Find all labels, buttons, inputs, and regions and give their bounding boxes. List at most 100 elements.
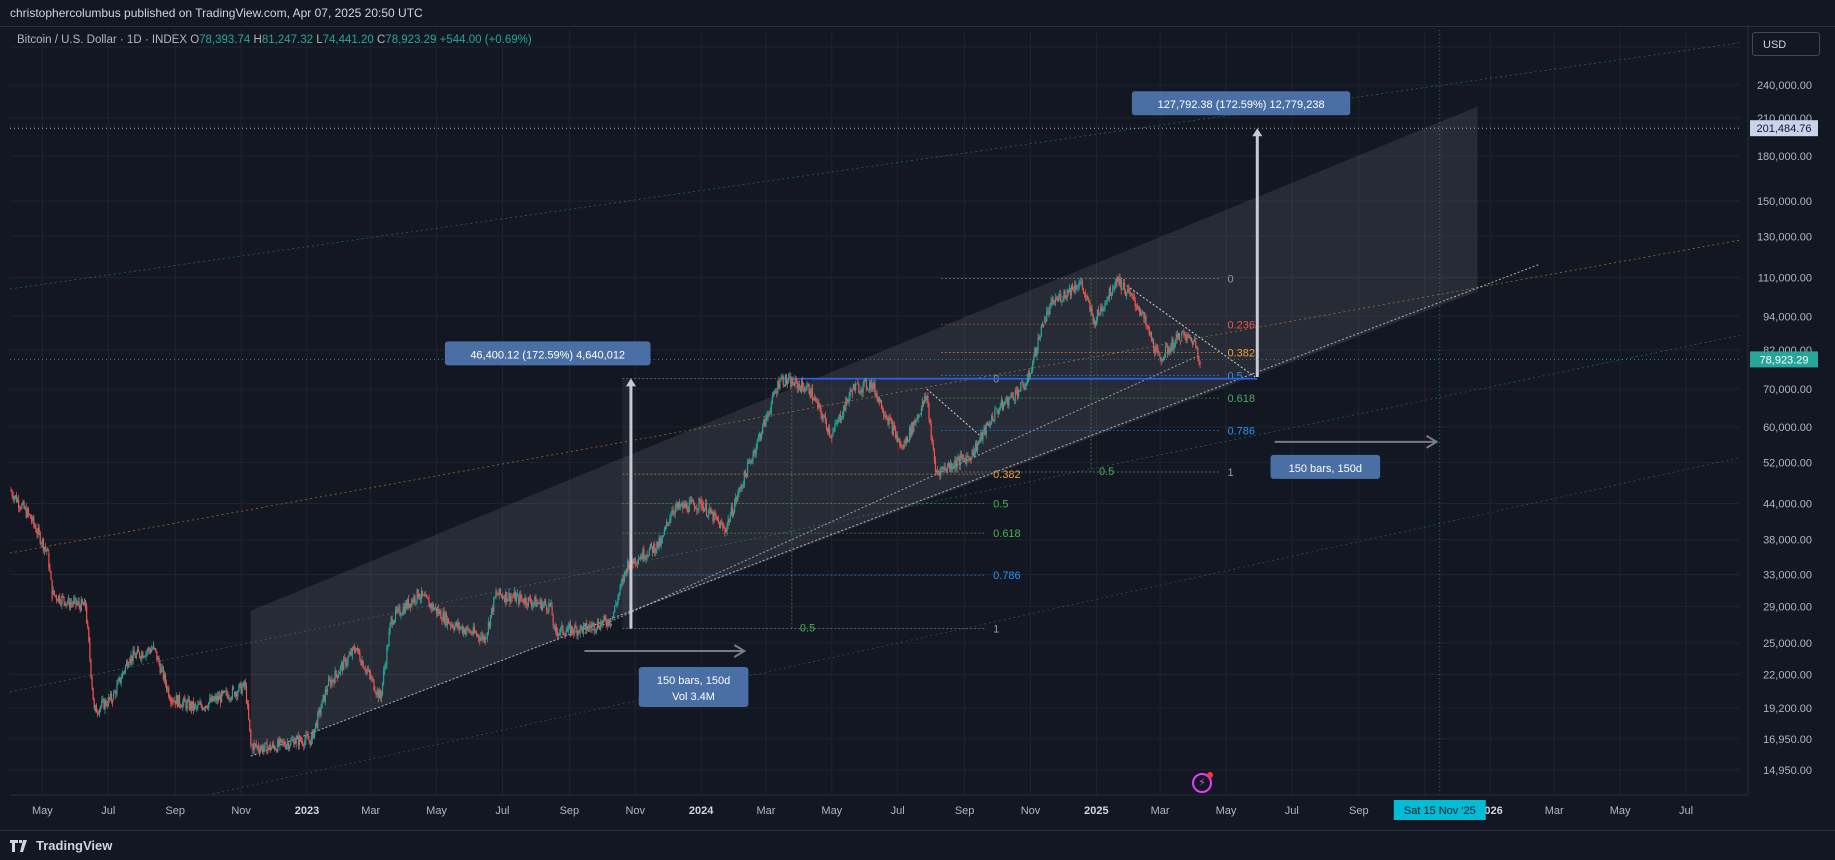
- candle-body: [319, 709, 321, 715]
- candle-body: [792, 379, 794, 385]
- footer-bar: TradingView: [0, 830, 1835, 860]
- candle-body: [701, 503, 703, 506]
- candle-body: [1060, 294, 1062, 302]
- candle-body: [722, 523, 724, 528]
- candle-body: [812, 399, 815, 401]
- price-chart[interactable]: 0 0.382 0.5 0.618 0.786 1 0 0.236 0.382 0.5 0.618 0…: [0, 27, 1835, 830]
- candle-body: [997, 410, 999, 414]
- price-axis-tick: 150,000.00: [1757, 196, 1812, 208]
- candle-body: [83, 600, 86, 606]
- candle-body: [172, 701, 174, 703]
- candle-body: [147, 648, 149, 652]
- fib-2024-level-label: 0.786: [993, 570, 1021, 582]
- candle-body: [1109, 287, 1112, 296]
- time-axis-tick: Jul: [1285, 805, 1299, 817]
- candle-body: [859, 392, 861, 394]
- currency-button[interactable]: USD: [1752, 32, 1820, 56]
- candle-body: [983, 427, 985, 432]
- candle-body: [529, 597, 532, 603]
- candle-body: [438, 609, 440, 615]
- candle-body: [951, 463, 953, 470]
- symbol-name: Bitcoin / U.S. Dollar · 1D · INDEX: [17, 34, 187, 46]
- candle-body: [717, 520, 720, 522]
- chart-background: [0, 27, 1835, 830]
- candle-body: [1083, 293, 1086, 295]
- candle-body: [1059, 294, 1061, 297]
- candle-body: [32, 516, 34, 522]
- candle-body: [1130, 293, 1132, 295]
- candle-body: [677, 502, 680, 508]
- candle-body: [1128, 288, 1130, 291]
- candle-body: [1039, 336, 1041, 340]
- candle-body: [1076, 287, 1078, 290]
- candle-body: [254, 743, 256, 745]
- tradingview-brand[interactable]: TradingView: [10, 831, 112, 860]
- candle-body: [411, 599, 413, 607]
- candle-body: [620, 582, 622, 586]
- candle-body: [289, 745, 291, 749]
- candle-body: [810, 388, 812, 398]
- candle-body: [293, 739, 295, 747]
- candle-body: [824, 415, 826, 421]
- candle-body: [925, 396, 927, 400]
- channel-lower-mid-line: [9, 334, 1741, 693]
- candle-body: [663, 529, 666, 535]
- candle-body: [73, 599, 75, 605]
- candle-body: [928, 403, 930, 419]
- candle-body: [105, 700, 107, 706]
- candle-body: [199, 702, 201, 705]
- candle-body: [759, 434, 762, 439]
- candle-body: [617, 597, 619, 604]
- candle-body: [141, 652, 143, 659]
- candle-body: [383, 671, 385, 683]
- candle-body: [471, 633, 473, 635]
- candle-body: [201, 706, 203, 710]
- candle-body: [934, 460, 937, 473]
- candle-body: [16, 499, 19, 503]
- candle-body: [127, 661, 129, 668]
- candle-body: [483, 636, 485, 641]
- candle-body: [59, 595, 61, 603]
- candle-body: [795, 378, 797, 381]
- candle-body: [249, 719, 251, 731]
- candle-body: [149, 650, 151, 653]
- candle-body: [1088, 299, 1090, 303]
- candle-body: [1157, 347, 1159, 352]
- time-axis-tick: Jul: [1679, 805, 1693, 817]
- lightning-icon[interactable]: ⚡: [1192, 772, 1213, 793]
- candle-body: [239, 682, 241, 685]
- candle-body: [221, 691, 223, 703]
- candle-body: [982, 431, 984, 440]
- candle-body: [911, 422, 913, 436]
- candle-body: [345, 658, 347, 666]
- candle-body: [13, 496, 15, 500]
- candle-body: [24, 507, 26, 509]
- candle-body: [885, 414, 887, 418]
- candle-body: [771, 394, 774, 404]
- candle-body: [804, 390, 806, 392]
- candle-body: [703, 508, 705, 512]
- candle-body: [385, 664, 387, 667]
- candle-body: [420, 590, 423, 599]
- candle-body: [29, 514, 32, 519]
- candle-body: [1005, 402, 1007, 403]
- candle-body: [350, 651, 352, 656]
- candle-body: [952, 467, 954, 470]
- time-2-label-text: 150 bars, 150d: [1289, 463, 1362, 475]
- candle-body: [379, 690, 382, 699]
- candle-body: [437, 609, 439, 614]
- candle-body: [278, 739, 280, 746]
- candle-body: [358, 648, 360, 654]
- candle-body: [164, 674, 167, 684]
- candle-body: [642, 549, 644, 559]
- candle-body: [1105, 301, 1107, 304]
- candle-body: [487, 622, 489, 633]
- time-axis-tick: Mar: [1151, 805, 1170, 817]
- candle-body: [1142, 311, 1144, 314]
- target-price-marker: [1750, 120, 1818, 137]
- candle-body: [932, 444, 934, 450]
- candle-body: [389, 623, 391, 632]
- candle-body: [530, 602, 533, 607]
- candle-body: [171, 698, 173, 702]
- candle-body: [281, 739, 283, 743]
